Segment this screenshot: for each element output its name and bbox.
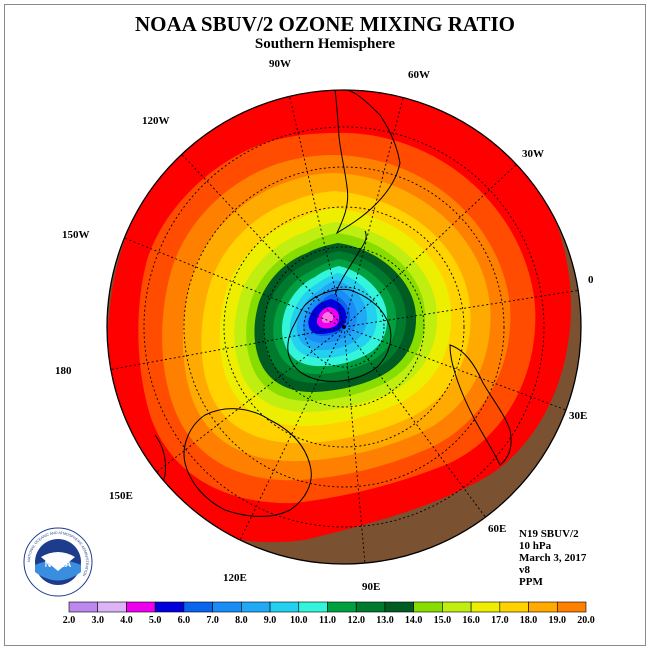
africa (449, 344, 512, 466)
colorbar-cell (556, 601, 587, 613)
colorbar-cell (97, 601, 127, 613)
colorbar-cell (528, 601, 558, 613)
colorbar-cell (442, 601, 472, 613)
colorbar-cells (68, 601, 587, 613)
colorbar-cell (327, 601, 357, 613)
instrument-label: N19 SBUV/2 (519, 528, 579, 540)
colorbar-tick-label: 3.0 (91, 615, 104, 626)
colorbar-tick-label: 19.0 (549, 615, 567, 626)
colorbar-tick-label: 18.0 (520, 615, 538, 626)
colorbar: 2.0 3.0 4.0 5.0 6.0 7.0 8.0 9.0 10.0 11.0 12.0 13.0… (63, 601, 595, 626)
colorbar-cell (126, 601, 156, 613)
colorbar-tick-label: 14.0 (405, 615, 423, 626)
colorbar-cell (154, 601, 185, 613)
colorbar-tick-label: 10.0 (290, 615, 308, 626)
chart-title: NOAA SBUV/2 OZONE MIXING RATIO (135, 12, 515, 36)
south-america (334, 90, 401, 235)
colorbar-cell (470, 601, 501, 613)
lon-label-90w: 90W (269, 58, 291, 70)
date-label: March 3, 2017 (519, 552, 587, 564)
colorbar-cell (499, 601, 529, 613)
colorbar-tick-label: 5.0 (149, 615, 162, 626)
colorbar-tick-label: 17.0 (491, 615, 509, 626)
lon-label-60w: 60W (408, 69, 430, 81)
lon-label-60e: 60E (488, 523, 506, 535)
version-label: v8 (519, 564, 530, 576)
coastlines (152, 90, 512, 517)
colorbar-cell (269, 601, 300, 613)
colorbar-cell (183, 601, 213, 613)
lon-label-150e: 150E (109, 490, 133, 502)
colorbar-tick-label: 16.0 (462, 615, 480, 626)
colorbar-ticks: 2.0 3.0 4.0 5.0 6.0 7.0 8.0 9.0 10.0 11.0 12.0 13.0… (63, 615, 595, 626)
antarctica-coast (287, 288, 392, 382)
colorbar-cell (384, 601, 414, 613)
lon-label-120w: 120W (142, 115, 170, 127)
colorbar-tick-label: 8.0 (235, 615, 248, 626)
lon-label-180: 180 (55, 365, 72, 377)
colorbar-cell (413, 601, 443, 613)
lon-label-30w: 30W (522, 148, 544, 160)
colorbar-tick-label: 20.0 (577, 615, 595, 626)
longitude-labels: 90W 60W 30W 0 30E 60E 90E 120E 150E 180 … (55, 58, 594, 593)
australia (183, 408, 312, 517)
colorbar-tick-label: 6.0 (178, 615, 191, 626)
logo-text: NOAA (45, 559, 72, 569)
colorbar-tick-label: 15.0 (434, 615, 452, 626)
colorbar-tick-label: 13.0 (376, 615, 394, 626)
colorbar-cell (68, 601, 99, 613)
band-1 (321, 312, 334, 323)
units-label: PPM (519, 576, 543, 588)
colorbar-tick-label: 7.0 (206, 615, 219, 626)
globe-outline (106, 89, 582, 565)
colorbar-tick-label: 12.0 (347, 615, 365, 626)
figure-frame: NOAA SBUV/2 OZONE MIXING RATIO Southern … (4, 4, 646, 646)
graticule (107, 90, 581, 564)
colorbar-tick-label: 11.0 (319, 615, 336, 626)
ozone-contours (107, 90, 581, 564)
lon-label-150w: 150W (62, 229, 90, 241)
colorbar-cell (212, 601, 242, 613)
colorbar-cell (298, 601, 328, 613)
lon-label-0: 0 (588, 274, 594, 286)
metadata-block: N19 SBUV/2 10 hPa March 3, 2017 v8 PPM (519, 528, 586, 588)
lon-label-90e: 90E (362, 581, 380, 593)
lon-label-30e: 30E (569, 410, 587, 422)
colorbar-cell (355, 601, 386, 613)
chart-subtitle: Southern Hemisphere (254, 36, 396, 52)
antarctic-peninsula (334, 230, 367, 296)
noaa-logo: NOAA NATIONAL OCEANIC AND ATMOSPHERIC AD… (23, 527, 93, 597)
pressure-level-label: 10 hPa (519, 540, 552, 552)
colorbar-tick-label: 4.0 (120, 615, 133, 626)
colorbar-tick-label: 9.0 (264, 615, 277, 626)
colorbar-cell (241, 601, 271, 613)
colorbar-tick-label: 2.0 (63, 615, 76, 626)
polar-map: 90W 60W 30W 0 30E 60E 90E 120E 150E 180 … (55, 58, 594, 593)
lon-label-120e: 120E (223, 572, 247, 584)
